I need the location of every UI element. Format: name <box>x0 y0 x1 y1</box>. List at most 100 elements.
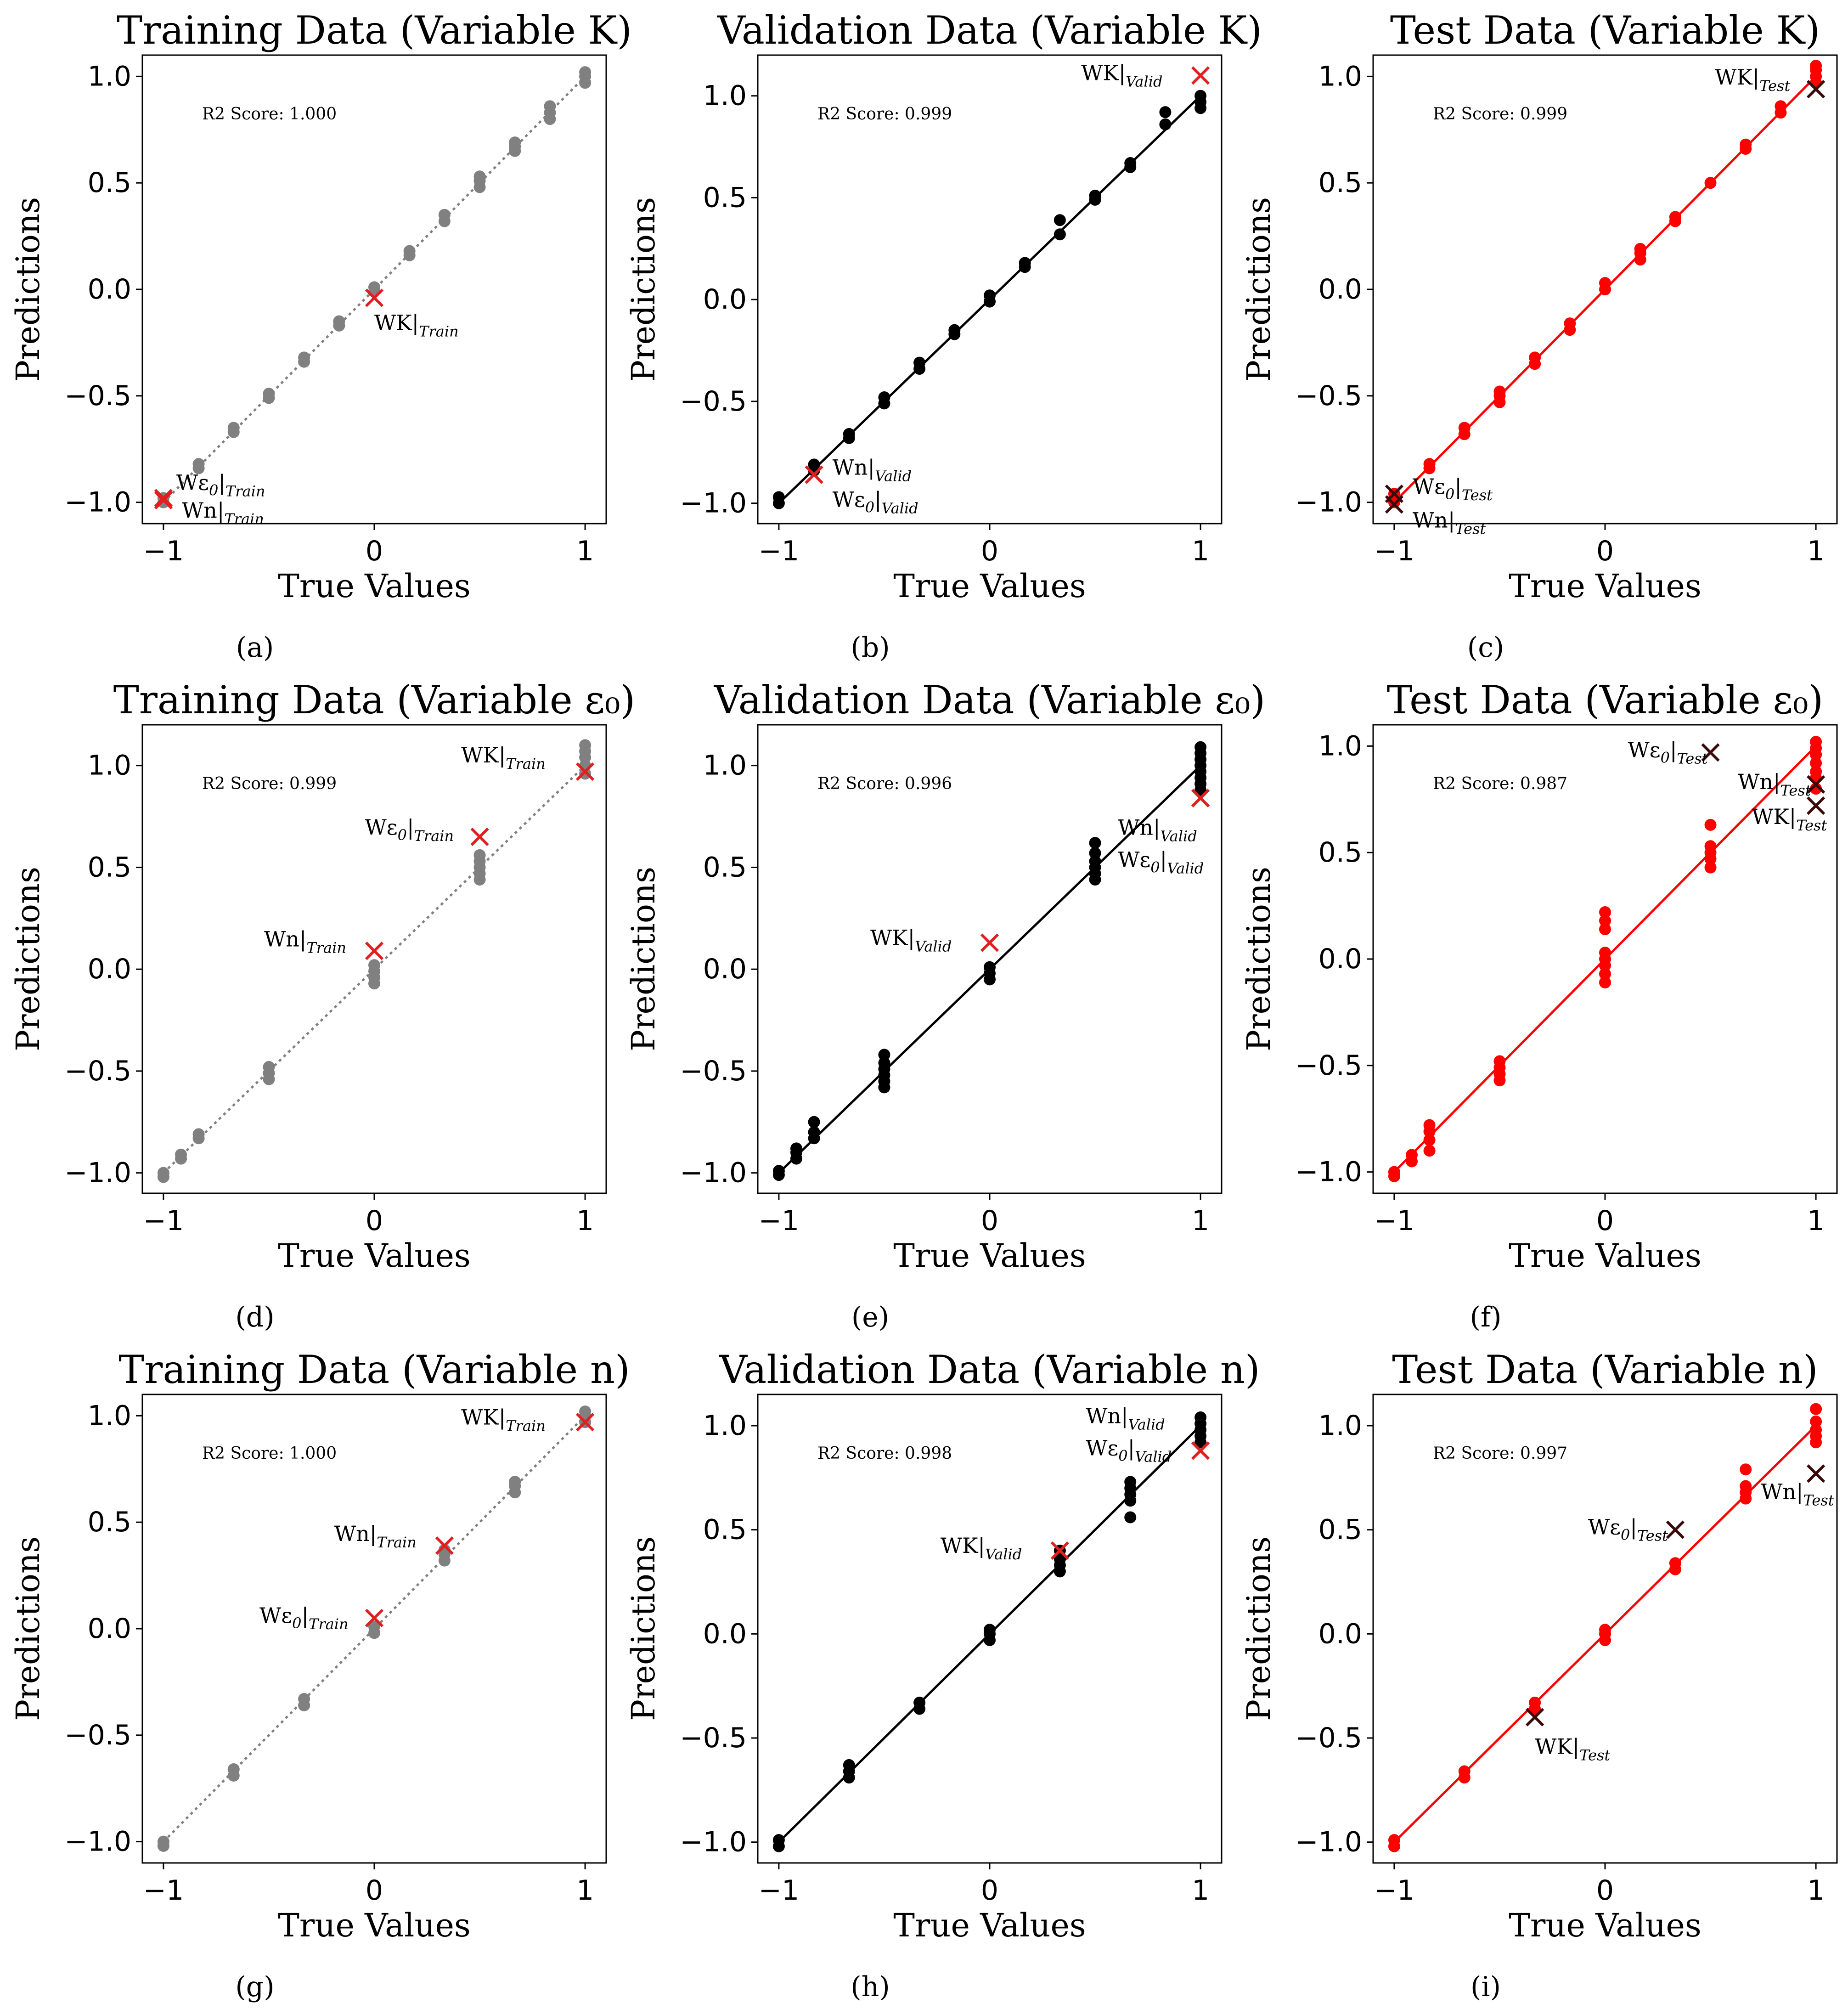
data-point <box>878 1049 890 1061</box>
annotation-subscript: 0 <box>1621 1526 1630 1544</box>
x-tick-label: −1 <box>759 535 799 567</box>
y-tick-label: −1.0 <box>1295 1826 1362 1858</box>
highlight-marker <box>1666 1520 1685 1539</box>
x-marker-stroke <box>435 1536 454 1555</box>
data-point <box>843 1759 855 1771</box>
annotation-main: WK <box>461 743 499 767</box>
data-point <box>1704 861 1717 874</box>
data-point <box>473 849 486 861</box>
x-tick-label: 1 <box>576 1874 594 1907</box>
data-point <box>333 315 345 327</box>
marker-annotation: WK|Test <box>1535 1734 1610 1764</box>
marker-annotation: Wn|Valid <box>833 455 912 485</box>
x-tick-label: 0 <box>366 1205 383 1237</box>
data-point <box>1599 914 1611 927</box>
highlight-marker <box>1806 80 1825 99</box>
data-point <box>1423 1134 1436 1146</box>
r2-score: R2 Score: 0.996 <box>817 774 952 793</box>
annotation-set: Test <box>1803 1491 1834 1509</box>
annotation-bar: | <box>1630 1515 1637 1540</box>
data-point <box>984 1624 996 1636</box>
data-point <box>1124 1476 1137 1488</box>
data-point <box>1704 840 1717 852</box>
y-axis-label: Predictions <box>1240 197 1278 382</box>
annotation-subscript: 0 <box>1445 485 1454 503</box>
chart-g: Training Data (Variable n) −1 0 1 −1.0 −0.5 0.… <box>9 1347 630 2003</box>
marker-annotation: WK|Test <box>1752 804 1827 834</box>
data-point <box>579 1405 592 1418</box>
annotation-set: Test <box>1637 1527 1668 1545</box>
annotation-set: Valid <box>875 468 912 485</box>
data-point <box>808 1126 820 1138</box>
y-tick-label: −1.0 <box>680 1157 747 1189</box>
annotation-main: Wε <box>1413 474 1445 499</box>
highlight-marker <box>1806 796 1825 815</box>
data-point <box>1810 757 1822 769</box>
annotation-set: Train <box>377 1534 417 1551</box>
x-axis-label: True Values <box>893 1907 1086 1944</box>
marker-annotation: Wε0|Valid <box>1118 847 1204 877</box>
y-tick-label: 1.0 <box>703 80 747 112</box>
annotation-main: WK <box>1752 804 1790 829</box>
x-axis-label: True Values <box>893 1237 1086 1275</box>
y-tick-label: −1.0 <box>64 1826 131 1858</box>
annotation-main: Wε <box>1628 737 1661 762</box>
annotation-bar: | <box>868 455 875 480</box>
data-point <box>1529 351 1541 364</box>
highlight-marker <box>575 762 595 781</box>
x-tick-label: −1 <box>1374 535 1414 567</box>
data-point <box>790 1142 803 1155</box>
marker-annotation: Wε0|Test <box>1413 474 1493 504</box>
y-tick-label: 0.5 <box>88 851 131 883</box>
annotation-bar: | <box>1119 60 1126 85</box>
chart-title: Test Data (Variable ε₀) <box>1387 677 1824 722</box>
panel-letter: (d) <box>235 1301 274 1333</box>
annotation-bar: | <box>1448 508 1455 532</box>
data-point <box>227 1763 240 1775</box>
annotation-set: Test <box>1455 520 1486 537</box>
chart-b: Validation Data (Variable K) −1 0 1 −1.0 −0.5… <box>625 8 1262 664</box>
annotation-subscript: 0 <box>1661 749 1670 766</box>
panel-c: Test Data (Variable K) −1 0 1 −1.0 −0.5 0.0 0.5… <box>1231 0 1846 666</box>
data-point <box>1704 177 1717 189</box>
panel-f: Test Data (Variable ε₀) −1 0 1 −1.0 −0.5 0.0 0.… <box>1231 670 1846 1336</box>
y-axis-label: Predictions <box>625 1536 662 1721</box>
y-tick-label: −1.0 <box>1295 1156 1362 1188</box>
data-point <box>1634 243 1646 255</box>
annotation-bar: | <box>1796 1479 1803 1504</box>
annotation-bar: | <box>407 815 414 840</box>
panel-letter: (f) <box>1470 1301 1501 1333</box>
data-point <box>1810 1424 1822 1436</box>
marker-annotation: Wε0|Train <box>176 470 265 500</box>
x-tick-label: 0 <box>1596 1874 1614 1907</box>
data-point <box>1810 736 1822 748</box>
x-marker-stroke <box>1806 796 1825 815</box>
data-point <box>1054 214 1066 226</box>
data-point <box>403 245 416 257</box>
y-axis-label: Predictions <box>625 867 662 1051</box>
data-point <box>192 1128 205 1140</box>
annotation-main: Wn <box>1086 1403 1121 1428</box>
annotation-set: Valid <box>1160 828 1197 845</box>
x-axis-label: True Values <box>278 1907 471 1944</box>
marker-annotation: Wε0|Valid <box>1086 1435 1172 1465</box>
annotation-main: WK <box>1715 65 1753 90</box>
y-tick-label: −0.5 <box>1295 380 1362 412</box>
annotation-set: Train <box>419 323 459 340</box>
y-tick-label: −1.0 <box>64 486 131 519</box>
y-tick-label: −1.0 <box>680 1826 747 1858</box>
annotation-main: Wn <box>1118 815 1153 840</box>
data-point <box>1089 837 1101 849</box>
marker-annotation: Wε0|Train <box>365 815 454 845</box>
x-marker-stroke <box>1701 743 1720 762</box>
annotation-bar: | <box>499 1405 506 1429</box>
data-point <box>1458 422 1471 434</box>
data-point <box>1423 1145 1436 1157</box>
annotation-main: Wn <box>1761 1479 1796 1504</box>
y-tick-label: 0.5 <box>88 1506 131 1538</box>
chart-title: Training Data (Variable ε₀) <box>113 677 636 722</box>
x-tick-label: 0 <box>981 1874 998 1907</box>
data-point <box>157 1167 169 1179</box>
data-point <box>878 391 890 404</box>
chart-title: Training Data (Variable n) <box>118 1347 630 1392</box>
